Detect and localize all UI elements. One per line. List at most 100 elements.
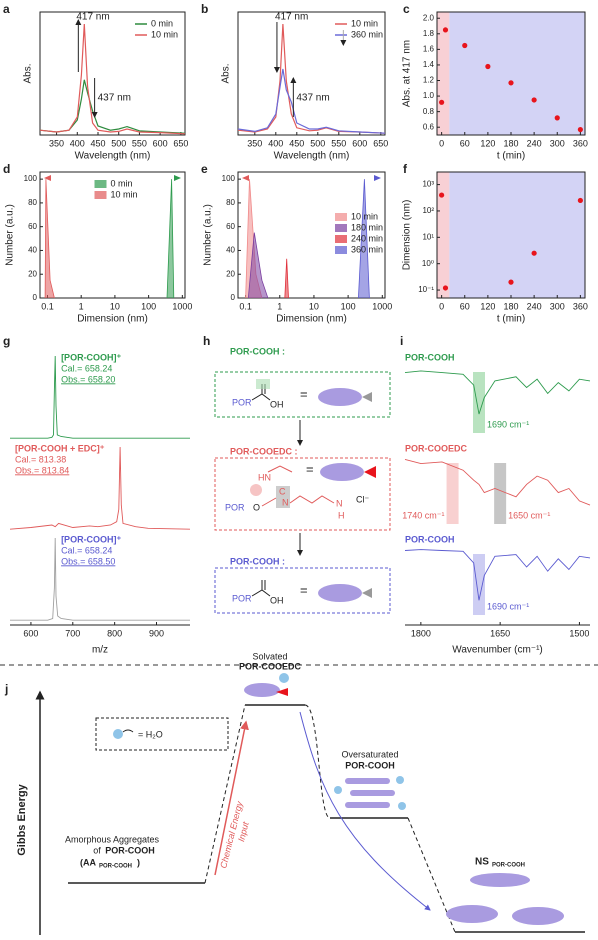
series-line [404,549,591,601]
x-tick-label: 450 [90,138,105,148]
x-axis-label: Wavenumber (cm⁻¹) [452,645,542,656]
x-tick-label: 240 [527,301,542,311]
series-line [166,179,175,299]
x-tick-label: 350 [49,138,64,148]
series-line [10,537,190,621]
input-text: Input [236,820,251,842]
chem: O [253,502,260,512]
step-title: POR-COOH : [230,556,285,566]
sheet [446,905,498,923]
legend-label: 10 min [111,189,138,199]
x-axis-label: Dimension (nm) [276,314,347,325]
y-axis-label: Dimension (nm) [402,200,413,271]
water-icon [279,673,289,683]
x-tick-label: 1650 [490,628,510,638]
x-tick-label: 180 [503,301,518,311]
x-tick-label: 900 [149,628,164,638]
sheet [470,873,530,887]
highlight [473,372,485,433]
y-tick-label: 40 [28,246,37,255]
series-line [39,23,186,135]
legend-label: 180 min [351,222,383,232]
x-tick-label: 1000 [172,301,192,311]
x-axis-label: t (min) [497,151,525,162]
x-tick-label: 60 [460,301,470,311]
trace-label: Cal.= 658.24 [61,363,112,373]
trace-label: [POR-COOH + EDC]⁺ [15,443,105,453]
panel-letter: c [403,2,410,16]
chem: N [336,498,343,508]
chem: POR [232,397,252,407]
disk [320,463,364,481]
point [442,285,449,291]
y-tick-label: 10⁰ [422,259,434,268]
y-tick-label: 1.4 [423,60,435,69]
water-icon [396,776,404,784]
x-axis-label: Wavelength (nm) [75,151,151,162]
tag [362,392,372,402]
x-tick-label: 300 [550,138,565,148]
x-tick-label: 180 [503,138,518,148]
panel-letter: h [203,334,210,348]
shaded-region [449,12,585,135]
x-tick-label: 550 [331,138,346,148]
chem: POR [225,502,245,512]
state-label: POR-COOH [99,864,132,870]
sheet [512,907,564,925]
state-label: POR-COOEDC [239,661,302,671]
water-icon [122,729,134,733]
highlight [494,463,507,524]
point [439,192,445,198]
x-tick-label: 120 [480,138,495,148]
point [508,80,514,86]
point [577,126,583,133]
legend-swatch [94,191,107,199]
highlight [250,484,262,496]
legend-swatch [335,213,347,221]
y-tick-label: 1.8 [423,29,435,38]
x-tick-label: 1500 [569,628,589,638]
x-tick-label: 0 [439,138,444,148]
highlight [276,486,290,508]
rod [345,802,390,808]
plot-frame [39,171,186,299]
x-tick-label: 1 [277,301,282,311]
legend-label: 10 min [151,29,178,39]
series-line [358,179,370,299]
trace-label: POR-COOH [405,352,455,362]
tag [362,588,372,598]
trace-label: Cal.= 813.38 [15,454,66,464]
panel-letter: f [403,162,408,176]
y-axis-label: Abs. at 417 nm [402,40,413,107]
water-icon [398,802,406,810]
trace-label: Obs.= 813.84 [15,465,69,475]
point [442,27,449,33]
x-tick-label: 360 [573,138,588,148]
x-tick-label: 360 [573,301,588,311]
x-tick-label: 700 [65,628,80,638]
legend-label: 360 min [351,29,383,39]
x-tick-label: 350 [247,138,262,148]
x-tick-label: 500 [310,138,325,148]
pathway [299,711,431,911]
highlight [446,463,459,524]
x-tick-label: 400 [268,138,283,148]
step-title: POR-COOEDC : [230,446,298,456]
trace-label: [POR-COOH]⁺ [61,534,121,544]
state-label: (AA [80,857,96,867]
y-tick-label: 10² [422,206,434,215]
x-tick-label: 450 [289,138,304,148]
state-label: POR-COOH [492,863,525,869]
x-tick-label: 300 [550,301,565,311]
y-tick-label: 0.6 [423,122,435,131]
x-tick-label: 600 [352,138,367,148]
state-label: NS [475,857,489,868]
highlight [256,379,270,389]
x-tick-label: 100 [141,301,156,311]
step-box [214,371,391,418]
annotation: 437 nm [296,92,329,103]
trace-label: POR-COOEDC [405,443,468,453]
chem: Cl⁻ [356,494,369,504]
series-line [404,370,591,415]
